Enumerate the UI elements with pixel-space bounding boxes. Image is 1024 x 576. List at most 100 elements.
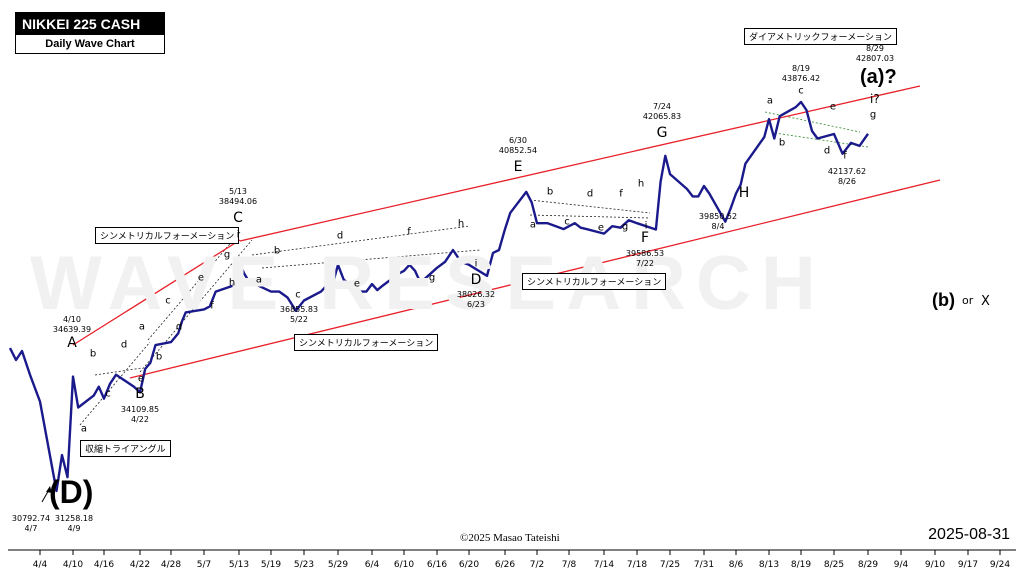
sub-d-4: d	[586, 188, 594, 200]
sub-d-5: d	[823, 145, 831, 157]
x-tick-label: 7/18	[627, 560, 647, 570]
sub-f-4: f	[619, 188, 623, 200]
sub-a-1: a	[80, 423, 88, 435]
diametric-formation-label: ダイアメトリックフォーメーション	[744, 28, 898, 45]
sub-d-2: d	[175, 321, 183, 333]
x-tick-label: 5/29	[328, 560, 348, 570]
or-label: or	[962, 294, 974, 307]
x-tick-label: 7/2	[530, 560, 544, 570]
x-tick-label: 4/16	[94, 560, 114, 570]
sub-c-4: c	[564, 216, 570, 228]
x-tick-label: 7/8	[562, 560, 577, 570]
i-question-label: i?	[870, 92, 880, 106]
wave-c-0819-text: 8/19 43876.42	[781, 64, 821, 83]
wave-E-annotation: 6/30 40852.54	[499, 136, 537, 156]
x-tick-label: 6/10	[394, 560, 414, 570]
wave-F: F	[640, 230, 650, 246]
sub-e-2: e	[197, 272, 205, 284]
wave-c-0522-text: 36855.83 5/22	[279, 305, 319, 324]
wave-E: E	[513, 159, 523, 175]
wave-B-annotation: 34109.85 4/22	[121, 405, 159, 425]
wave-H-text: 39850.52 8/4	[698, 212, 738, 231]
sub-g-5: g	[869, 109, 877, 121]
x-tick-label: 7/31	[694, 560, 714, 570]
symmetrical-formation-label-2: シンメトリカルフォーメーション	[294, 334, 439, 351]
x-tick-label: 9/10	[925, 560, 945, 570]
x-tick-label: 4/10	[63, 560, 83, 570]
wave-D-annotation: 38026.32 6/23	[457, 290, 495, 310]
wave-G: G	[656, 125, 668, 141]
wave-H-annotation: 39850.52 8/4	[699, 212, 737, 232]
x-tick-label: 9/17	[958, 560, 978, 570]
x-tick-label: 6/16	[427, 560, 447, 570]
sub-c-3: c	[295, 289, 301, 301]
wave-H: H	[738, 185, 750, 201]
sub-a-3: a	[255, 274, 263, 286]
chart-title: NIKKEI 225 CASH	[16, 13, 164, 35]
sub-i-4: i	[644, 220, 648, 232]
guide-line	[261, 249, 481, 269]
low-0407-annotation: 30792.74 4/7	[12, 514, 50, 534]
sub-b-3: b	[273, 245, 281, 257]
pointer-arrow	[41, 486, 52, 503]
sub-d-3: d	[336, 230, 344, 242]
wave-D-big-label: (D)	[49, 474, 94, 510]
x-tick-label: 8/25	[824, 560, 844, 570]
sub-b-5: b	[778, 137, 786, 149]
sub-g-2: g	[223, 249, 231, 261]
wave-c-0522-annotation: 36855.83 5/22	[280, 305, 318, 325]
x-tick-label: 5/19	[261, 560, 281, 570]
guide-line	[139, 239, 253, 373]
x-tick-label: 4/22	[130, 560, 150, 570]
sub-h-3: h	[457, 218, 465, 230]
guide-lines	[79, 111, 869, 426]
x-tick-label: 6/4	[365, 560, 380, 570]
x-tick-label: 4/4	[33, 560, 48, 570]
wave-B: B	[135, 386, 145, 402]
sub-a-2: a	[138, 321, 146, 333]
wave-E-text: 6/30 40852.54	[498, 136, 538, 155]
sub-f-3: f	[407, 226, 411, 238]
guide-line	[529, 214, 651, 219]
wave-C-text: 5/13 38494.06	[218, 187, 258, 206]
sub-i-3: i	[474, 258, 478, 270]
low-0407-text: 30792.74 4/7	[11, 514, 51, 533]
sub-b-1: b	[89, 348, 97, 360]
x-tick-label: 8/6	[729, 560, 744, 570]
wave-D-text: 38026.32 6/23	[456, 290, 496, 309]
x-tick-label: 8/13	[759, 560, 779, 570]
sub-h-4: h	[637, 178, 645, 190]
guide-line	[529, 199, 651, 214]
sub-c-5: c	[798, 85, 804, 97]
symmetrical-formation-label-3: シンメトリカルフォーメーション	[522, 273, 667, 290]
wave-C-annotation: 5/13 38494.06	[219, 187, 257, 207]
sub-e-3: e	[353, 278, 361, 290]
x-label: X	[981, 294, 990, 309]
sub-g-4: g	[621, 221, 629, 233]
wave-f-0826-annotation: 42137.62 8/26	[828, 167, 866, 187]
sub-i-2: i	[236, 229, 240, 241]
wave-a-question-label: (a)?	[860, 66, 897, 88]
end-0829-annotation: 8/29 42807.03	[856, 44, 894, 64]
x-tick-label: 8/29	[858, 560, 878, 570]
sub-a-4: a	[529, 219, 537, 231]
x-tick-label: 8/19	[791, 560, 811, 570]
i-roman-text: i	[870, 92, 874, 106]
price-series	[8, 100, 869, 493]
sub-d-1: d	[120, 339, 128, 351]
sub-c-1: c	[105, 388, 111, 400]
end-0829-text: 8/29 42807.03	[855, 44, 895, 63]
wave-B-text: 34109.85 4/22	[120, 405, 160, 424]
sub-b-4: b	[546, 186, 554, 198]
guide-line	[251, 225, 471, 256]
wave-f-0826-text: 42137.62 8/26	[827, 167, 867, 186]
wave-F-text: 39586.53 7/22	[625, 249, 665, 268]
sub-b-2: b	[155, 351, 163, 363]
wave-b-label: (b)	[932, 290, 955, 310]
low-0409-annotation: 31258.18 4/9	[55, 514, 93, 534]
wave-G-text: 7/24 42065.83	[642, 102, 682, 121]
x-tick-label: 5/13	[229, 560, 249, 570]
wave-A-text: 4/10 34639.39	[52, 315, 92, 334]
sub-h-2: h	[228, 277, 236, 289]
